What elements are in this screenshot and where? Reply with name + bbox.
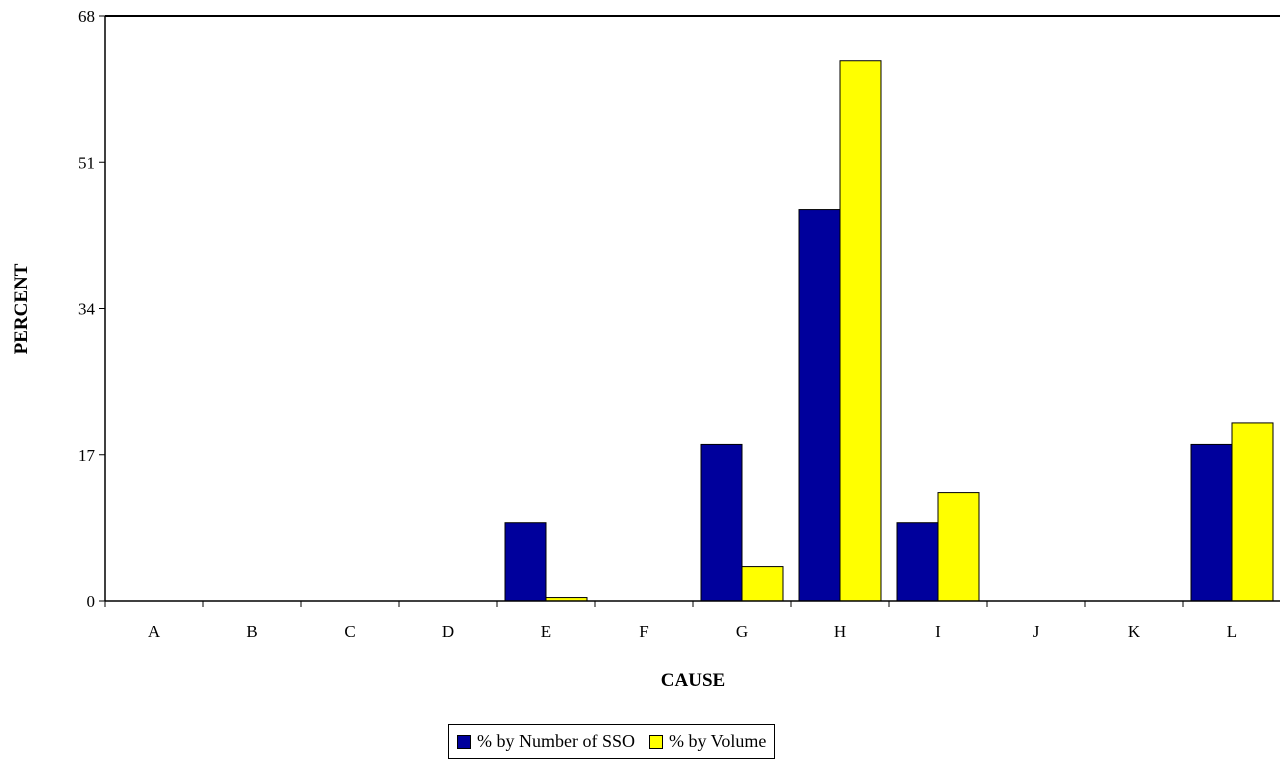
y-axis-title: PERCENT	[11, 263, 32, 354]
bar-G-volume	[741, 566, 784, 602]
x-tick-label-F: F	[639, 622, 648, 641]
y-tick-label: 51	[78, 153, 95, 172]
bars	[504, 60, 1274, 602]
legend-swatch-sso	[457, 734, 471, 749]
y-tick-label: 34	[78, 300, 96, 319]
bar-L-volume	[1231, 422, 1274, 602]
x-tick-label-C: C	[344, 622, 355, 641]
bar-H-sso	[798, 209, 841, 602]
x-tick-label-A: A	[148, 622, 161, 641]
legend-item-sso: % by Number of SSO	[457, 731, 635, 752]
x-axis-ticks: A B C D E F G H I J K L	[104, 601, 1237, 641]
y-axis-ticks: 0 17 34 51 68	[78, 7, 105, 611]
x-tick-label-L: L	[1227, 622, 1237, 641]
legend-label-sso: % by Number of SSO	[477, 731, 635, 751]
legend-item-volume: % by Volume	[649, 731, 766, 752]
y-tick-label: 17	[78, 446, 96, 465]
x-tick-label-D: D	[442, 622, 454, 641]
y-tick-label: 0	[87, 592, 96, 611]
x-tick-label-I: I	[935, 622, 941, 641]
bar-G-sso	[700, 443, 743, 602]
bar-I-volume	[937, 492, 980, 602]
x-tick-label-H: H	[834, 622, 846, 641]
legend: % by Number of SSO % by Volume	[448, 724, 776, 759]
bar-I-sso	[896, 522, 939, 602]
legend-swatch-volume	[649, 734, 663, 749]
bar-L-sso	[1190, 443, 1233, 602]
x-tick-label-E: E	[541, 622, 551, 641]
y-tick-label: 68	[78, 7, 95, 26]
bar-E-sso	[504, 522, 547, 602]
x-tick-label-B: B	[246, 622, 257, 641]
bar-H-volume	[839, 60, 882, 602]
x-tick-label-J: J	[1033, 622, 1040, 641]
x-axis-title: CAUSE	[661, 670, 725, 691]
x-tick-label-G: G	[736, 622, 748, 641]
legend-label-volume: % by Volume	[669, 731, 767, 751]
x-tick-label-K: K	[1128, 622, 1141, 641]
